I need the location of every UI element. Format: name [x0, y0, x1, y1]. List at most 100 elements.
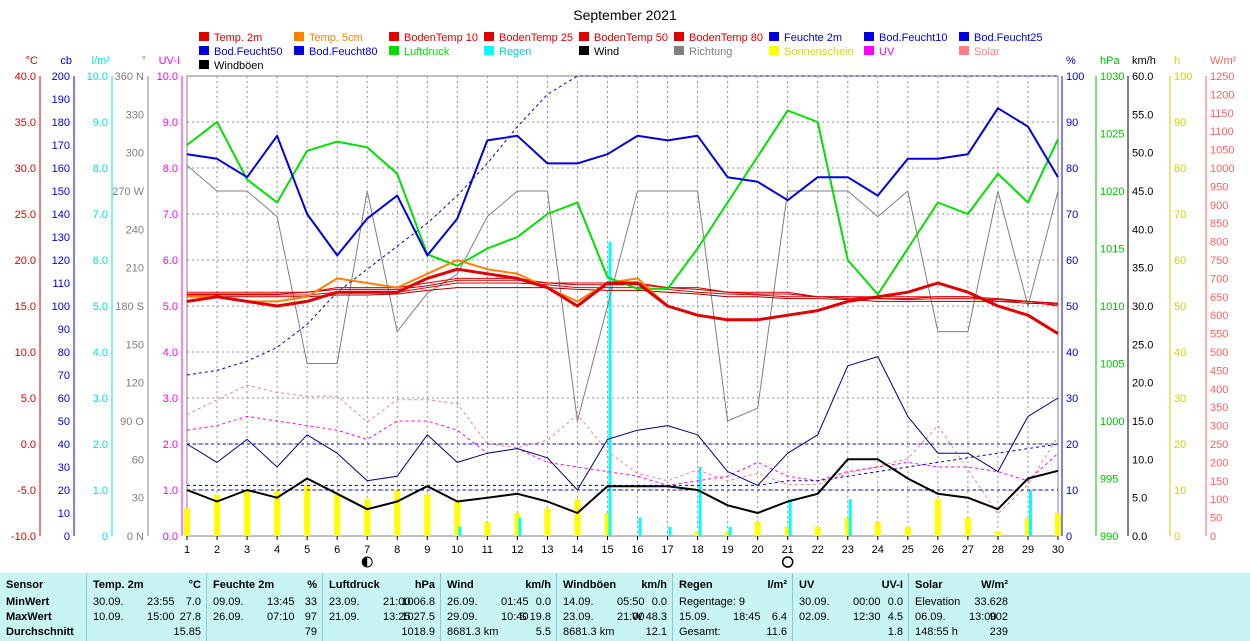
table-row: 23.09. 21:00 W 48.3	[563, 611, 667, 624]
x-tick-label: 7	[364, 544, 370, 556]
legend-swatch	[959, 32, 969, 41]
table-header: Luftdruck hPa	[329, 579, 435, 593]
x-tick-label: 1	[184, 544, 190, 556]
table-row: 23.09. 21:00 1006.8	[329, 596, 435, 609]
table-row: 15.85	[93, 626, 201, 639]
x-tick-label: 30	[1052, 544, 1064, 556]
uv-tick-label: 2.0	[163, 439, 178, 451]
table-column: Wind km/h 26.09. 01:45 0.0 29.09. 10:40 S 19.8 8…	[440, 573, 557, 641]
sonnenschein-bar	[784, 526, 791, 536]
sonnenschein-bar	[334, 494, 341, 536]
cb-tick-label: 50	[58, 416, 70, 428]
x-tick-label: 2	[214, 544, 220, 556]
temp-tick-label: 25.0	[15, 209, 36, 221]
cb-tick-label: 10	[58, 508, 70, 520]
x-tick-label: 29	[1022, 544, 1034, 556]
sonnenschein-bar	[724, 531, 731, 536]
table-cell: 239	[989, 626, 1008, 638]
x-tick-label: 26	[932, 544, 944, 556]
luftdruck-line	[186, 109, 1059, 296]
legend-swatch	[389, 32, 399, 41]
legend-label: BodenTemp 25	[499, 32, 573, 44]
table-cell: 06.09.	[915, 611, 946, 623]
table-column: Luftdruck hPa 23.09. 21:00 1006.8 21.09. 13:25…	[322, 573, 441, 641]
table-cell: 0.0	[651, 596, 667, 608]
sun-tick-label: 10	[1174, 485, 1186, 497]
hum-axis-unit: %	[1066, 55, 1076, 67]
sonnenschein-bar	[994, 531, 1001, 536]
uv-line	[186, 415, 1059, 486]
press-tick-label: 990	[1100, 531, 1118, 543]
wind-tick-label: 35.0	[1132, 263, 1153, 275]
statistics-table: Sensor MinWert MaxWert Durchschnitt Temp. 2m…	[0, 573, 1250, 641]
table-cell: 27.8	[179, 611, 201, 623]
cb-tick-label: 90	[58, 324, 70, 336]
temp-tick-label: 30.0	[15, 163, 36, 175]
table-row: MaxWert	[6, 611, 80, 624]
temp-tick-label: 20.0	[15, 255, 36, 267]
table-header-label: Sensor	[6, 579, 44, 591]
table-column: Feuchte 2m% 09.09. 13:45 33 26.09. 07:10 97 79	[206, 573, 323, 641]
legend-label: Temp. 5cm	[309, 32, 363, 44]
solar-tick-label: 800	[1210, 237, 1228, 249]
rain-tick-label: 3.0	[93, 393, 108, 405]
table-cell: 10.09.	[93, 611, 124, 623]
table-header: Temp. 2m °C	[93, 579, 201, 593]
dir-tick-label: 210	[126, 263, 144, 275]
dir-tick-label: 300	[126, 148, 144, 160]
grid	[186, 75, 1059, 537]
legend-label: Solar	[974, 46, 1000, 58]
uv-tick-label: 10.0	[157, 71, 178, 83]
legend-swatch	[579, 32, 589, 41]
rain-tick-label: 7.0	[93, 209, 108, 221]
sun-tick-label: 60	[1174, 255, 1186, 267]
solar-line	[186, 384, 1059, 515]
table-cell: 07:10	[267, 611, 295, 623]
dir-tick-label: 0 N	[127, 531, 144, 543]
legend-label: Temp. 2m	[214, 32, 262, 44]
table-cell: Gesamt:	[679, 626, 721, 638]
x-tick-label: 19	[721, 544, 733, 556]
table-cell: 00:00	[853, 596, 881, 608]
rain-tick-label: 2.0	[93, 439, 108, 451]
solar-tick-label: 1000	[1210, 163, 1234, 175]
x-tick-label: 12	[511, 544, 523, 556]
hum-tick-label: 20	[1066, 439, 1078, 451]
table-cell: 10:40	[501, 611, 529, 623]
table-column: UV UV-I 30.09. 00:00 0.0 02.09. 12:30 4.5 1.8	[792, 573, 909, 641]
table-cell: 5.5	[535, 626, 551, 638]
uv-tick-label: 5.0	[163, 301, 178, 313]
table-cell: 23.09.	[329, 596, 360, 608]
uv-tick-label: 7.0	[163, 209, 178, 221]
table-cell: 21:00	[383, 596, 411, 608]
legend-swatch	[864, 32, 874, 41]
x-tick-label: 11	[482, 544, 493, 556]
legend-swatch	[674, 32, 684, 41]
sun-tick-label: 100	[1174, 71, 1192, 83]
wind-tick-label: 30.0	[1132, 301, 1153, 313]
x-tick-label: 6	[334, 544, 340, 556]
table-header-unit: UV-I	[881, 579, 903, 591]
cb-tick-label: 200	[52, 71, 70, 83]
legend-swatch	[674, 46, 684, 55]
wind-tick-label: 20.0	[1132, 378, 1153, 390]
cb-tick-label: 110	[52, 278, 70, 290]
legend-label: BodenTemp 10	[404, 32, 478, 44]
table-column: Regen l/m² Regentage: 9 15.09. 18:45 6.4 Gesam…	[672, 573, 793, 641]
sonnenschein-bar	[454, 499, 461, 536]
axes: °C 40.0 35.0 30.0 25.0 20.0 15.0 10.0 5.0 0.0 -5.0…	[11, 55, 1237, 543]
solar-tick-label: 850	[1210, 218, 1228, 230]
solar-tick-label: 400	[1210, 384, 1228, 396]
sonnenschein-bar	[1055, 513, 1061, 536]
wind-line	[186, 458, 1059, 514]
solar-tick-label: 1200	[1210, 89, 1234, 101]
sonnenschein-bar	[184, 508, 190, 536]
legend-label: Regen	[499, 46, 531, 58]
sun-tick-label: 80	[1174, 163, 1186, 175]
legend-swatch	[864, 46, 874, 55]
table-header: Regen l/m²	[679, 579, 787, 593]
wind-tick-label: 55.0	[1132, 109, 1153, 121]
sun-axis-unit: h	[1174, 55, 1180, 67]
table-cell: W 48.3	[632, 611, 667, 623]
table-header: Solar W/m²	[915, 579, 1008, 593]
